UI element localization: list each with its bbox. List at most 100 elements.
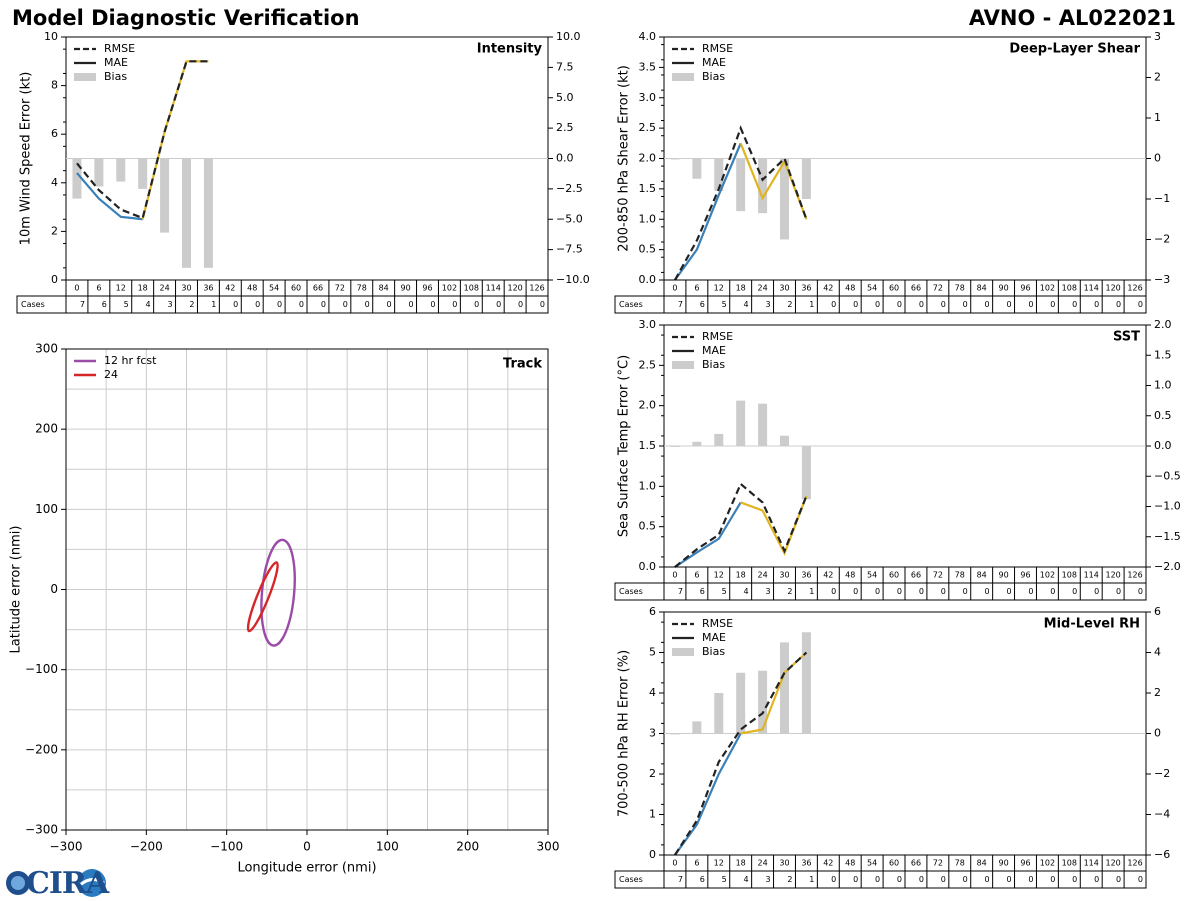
rh-hour-label: 96 [1020,859,1030,868]
shear-case-count: 5 [722,300,727,309]
track-ytick-label: −300 [25,823,58,837]
shear-y2tick-label: −2 [1154,233,1170,246]
track-xtick-label: 300 [537,840,560,854]
intensity-mae-line-early [76,172,143,221]
sst-hour-label: 18 [736,571,746,580]
intensity-case-count: 0 [408,300,413,309]
shear-case-count: 0 [1050,300,1055,309]
rh-title: Mid-Level RH [1044,617,1140,632]
rh-case-count: 2 [787,875,792,884]
rh-hour-label: 120 [1105,859,1120,868]
intensity-ytick-label: 6 [51,127,58,140]
sst-legend-rmse: RMSE [702,330,733,343]
sst-ytick-label: 2.5 [639,358,657,371]
track-ytick-label: 200 [35,422,58,436]
shear-case-count: 0 [1072,300,1077,309]
shear-hour-label: 12 [714,284,724,293]
intensity-cases-label: Cases [21,300,45,309]
shear-y2tick-label: 0 [1154,152,1161,165]
intensity-hour-label: 54 [269,284,279,293]
shear-case-count: 0 [897,300,902,309]
shear-hour-label: 102 [1040,284,1055,293]
cira-logo: CIRA [4,866,109,901]
intensity-hour-label: 96 [422,284,432,293]
shear-ytick-label: 3.5 [639,60,657,73]
sst-y2tick-label: −2.0 [1154,560,1181,573]
shear-case-count: 0 [853,300,858,309]
intensity-y2tick-label: 7.5 [556,60,574,73]
sst-hour-label: 0 [672,571,677,580]
shear-ytick-label: 2.5 [639,121,657,134]
shear-hour-label: 30 [779,284,789,293]
sst-hour-label: 36 [801,571,811,580]
intensity-title: Intensity [477,42,543,57]
intensity-case-count: 0 [540,300,545,309]
rh-ylabel: 700-500 hPa RH Error (%) [617,650,632,817]
shear-hour-label: 126 [1127,284,1142,293]
intensity-case-count: 7 [80,300,85,309]
sst-ytick-label: 0.0 [639,560,657,573]
sst-bias-bar [736,400,746,446]
intensity-case-count: 0 [321,300,326,309]
shear-y2tick-label: 2 [1154,71,1161,84]
intensity-ytick-label: 10 [44,30,58,43]
sst-rmse-line [674,482,808,568]
sst-hour-label: 90 [998,571,1008,580]
shear-case-count: 0 [919,300,924,309]
rh-hour-label: 6 [694,859,699,868]
shear-case-count: 4 [744,300,749,309]
shear-ytick-label: 1.5 [639,182,657,195]
rh-case-count: 4 [744,875,749,884]
sst-hour-label: 84 [977,571,987,580]
sst-y2tick-label: 0.0 [1154,439,1172,452]
sst-hour-label: 114 [1084,571,1099,580]
intensity-hour-label: 6 [96,284,101,293]
shear-cases-label-box [614,295,665,314]
intensity-hour-label: 72 [335,284,345,293]
rh-case-count: 0 [985,875,990,884]
rh-ytick-label: 3 [649,727,656,740]
intensity-ytick-label: 4 [51,176,58,189]
shear-hour-label: 84 [977,284,987,293]
track-xtick-label: 0 [303,840,311,854]
shear-ytick-label: 4.0 [639,30,657,43]
sst-case-count: 0 [831,587,836,596]
shear-hour-label: 90 [998,284,1008,293]
sst-bias-bar [758,403,768,446]
rh-case-count: 3 [765,875,770,884]
rh-bias-bar [714,693,724,734]
sst-y2tick-label: 0.5 [1154,409,1172,422]
shear-hour-label: 60 [889,284,899,293]
shear-case-count: 1 [809,300,814,309]
sst-mae-line-late [740,495,808,556]
intensity-hour-label: 84 [379,284,389,293]
intensity-hour-label: 78 [357,284,367,293]
shear-ytick-label: 1.0 [639,212,657,225]
sst-case-count: 1 [809,587,814,596]
sst-hour-label: 48 [845,571,855,580]
intensity-hour-label: 60 [291,284,301,293]
intensity-case-count: 0 [233,300,238,309]
rh-y2tick-label: −4 [1154,808,1170,821]
shear-case-count: 2 [787,300,792,309]
track-ytick-label: 100 [35,502,58,516]
intensity-ytick-label: 2 [51,224,58,237]
rh-ytick-label: 5 [649,646,656,659]
rh-case-count: 0 [853,875,858,884]
intensity-y2tick-label: −2.5 [556,182,583,195]
rh-bias-bar [670,733,680,735]
shear-bias-bar [758,158,768,214]
track-xtick-label: 200 [456,840,479,854]
shear-case-count: 0 [1094,300,1099,309]
rh-case-count: 0 [1116,875,1121,884]
rh-legend-rmse: RMSE [702,617,733,630]
shear-case-count: 0 [941,300,946,309]
sst-hour-label: 66 [911,571,921,580]
sst-case-count: 7 [678,587,683,596]
rh-case-count: 0 [941,875,946,884]
rh-bias-bar [801,632,811,734]
rh-case-count: 0 [919,875,924,884]
rh-case-count: 0 [1028,875,1033,884]
rh-case-count: 1 [809,875,814,884]
